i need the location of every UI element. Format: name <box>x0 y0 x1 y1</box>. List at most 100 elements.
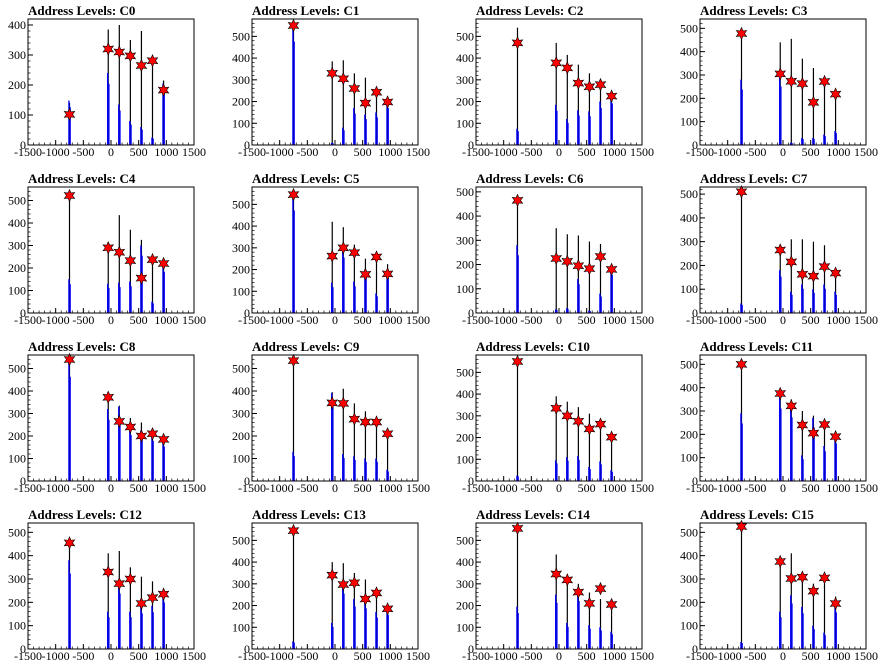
x-tick-label: 1000 <box>378 649 402 663</box>
peak-marker <box>157 587 170 601</box>
peak-marker <box>818 259 831 274</box>
peak-marker <box>381 95 394 109</box>
y-tick-label: 200 <box>232 429 250 443</box>
x-tick-label: 500 <box>130 649 148 663</box>
x-tick-label: 0 <box>556 145 562 159</box>
chart-panel-0: Address Levels: C0 0 100 200 300 400 -1500 -100… <box>8 3 206 159</box>
chart-panel-13: Address Levels: C13 0 100 200 300 400 500 -1500… <box>232 507 430 663</box>
y-tick-label: 300 <box>8 239 26 253</box>
chart-panel-11: Address Levels: C11 0 100 200 300 400 500 -1500… <box>680 339 878 495</box>
peak-marker <box>583 596 596 611</box>
peak-marker <box>829 266 842 280</box>
y-tick-label: 300 <box>8 572 26 586</box>
peak-marker <box>63 107 76 122</box>
y-tick-label: 500 <box>8 194 26 208</box>
x-tick-label: -500 <box>72 145 94 159</box>
x-tick-label: -500 <box>296 145 318 159</box>
x-tick-label: -500 <box>744 313 766 327</box>
x-tick-label: -1000 <box>714 145 742 159</box>
y-tick-label: 100 <box>8 108 26 122</box>
y-tick-label: 400 <box>8 549 26 563</box>
peak-marker <box>785 255 798 269</box>
peak-marker <box>594 77 607 92</box>
peak-marker <box>146 252 159 267</box>
x-tick-label: 500 <box>578 145 596 159</box>
x-tick-label: 1000 <box>826 313 850 327</box>
y-tick-label: 200 <box>456 95 474 109</box>
y-tick-label: 100 <box>456 282 474 296</box>
plot-frame <box>699 18 867 146</box>
peak-marker <box>337 71 350 86</box>
peak-marker <box>124 49 137 63</box>
x-tick-label: 0 <box>332 145 338 159</box>
y-tick-label: 400 <box>232 384 250 398</box>
peak-marker <box>818 571 831 585</box>
y-tick-label: 500 <box>8 362 26 376</box>
y-tick-label: 400 <box>680 381 698 395</box>
peak-marker <box>550 56 563 70</box>
peak-marker <box>807 584 820 598</box>
y-tick-label: 300 <box>456 577 474 591</box>
y-tick-label: 300 <box>232 241 250 255</box>
x-tick-label: -500 <box>72 481 94 495</box>
y-tick-label: 500 <box>456 533 474 547</box>
chart-title: Address Levels: C4 <box>28 171 136 186</box>
peak-marker <box>511 36 524 50</box>
peak-marker <box>287 523 300 538</box>
chart-title: Address Levels: C1 <box>252 3 359 18</box>
x-tick-label: 1000 <box>602 145 626 159</box>
peak-marker <box>337 577 350 592</box>
x-tick-label: 0 <box>556 649 562 663</box>
x-tick-label: 1500 <box>630 145 654 159</box>
x-tick-label: -1500 <box>238 649 266 663</box>
x-tick-label: -1500 <box>14 313 42 327</box>
y-tick-label: 300 <box>680 68 698 82</box>
peak-marker <box>102 241 115 255</box>
chart-title: Address Levels: C13 <box>252 507 366 522</box>
x-tick-label: -1500 <box>14 481 42 495</box>
x-tick-label: -1000 <box>266 313 294 327</box>
x-tick-label: 500 <box>802 145 820 159</box>
peak-marker <box>774 67 787 81</box>
peak-marker <box>326 249 339 263</box>
y-tick-label: 200 <box>680 427 698 441</box>
peak-marker <box>572 259 585 273</box>
y-tick-label: 0 <box>692 474 698 488</box>
peak-marker <box>561 409 574 423</box>
y-tick-label: 300 <box>232 577 250 591</box>
plot-frame <box>251 522 419 650</box>
y-tick-label: 400 <box>8 384 26 398</box>
y-tick-label: 0 <box>20 306 26 320</box>
chart-panel-15: Address Levels: C15 0 100 200 300 400 500 -1500… <box>680 507 878 663</box>
peak-marker <box>370 250 383 264</box>
x-tick-label: 1000 <box>826 481 850 495</box>
x-tick-label: -1000 <box>42 649 70 663</box>
plot-frame <box>699 354 867 482</box>
y-tick-label: 100 <box>680 115 698 129</box>
x-tick-label: 0 <box>780 313 786 327</box>
y-tick-label: 400 <box>8 18 26 32</box>
x-tick-label: 1500 <box>406 313 430 327</box>
x-tick-label: 500 <box>354 649 372 663</box>
x-tick-label: 500 <box>578 481 596 495</box>
chart-panel-2: Address Levels: C20100200300400500-1500-… <box>456 3 654 159</box>
y-tick-label: 0 <box>468 642 474 656</box>
y-tick-label: 100 <box>8 452 26 466</box>
peak-marker <box>550 567 563 581</box>
chart-title: Address Levels: C12 <box>28 507 142 522</box>
peak-marker <box>135 58 148 73</box>
chart-title: Address Levels: C3 <box>700 3 808 18</box>
x-tick-label: -1500 <box>686 481 714 495</box>
y-tick-label: 200 <box>680 258 698 272</box>
y-tick-label: 400 <box>8 216 26 230</box>
x-tick-label: 1000 <box>826 145 850 159</box>
chart-title: Address Levels: C5 <box>252 171 360 186</box>
x-tick-label: 1500 <box>630 481 654 495</box>
y-tick-label: 500 <box>456 365 474 379</box>
y-tick-label: 500 <box>680 525 698 539</box>
x-tick-label: 1000 <box>378 481 402 495</box>
x-tick-label: -1500 <box>462 145 490 159</box>
y-tick-label: 100 <box>8 284 26 298</box>
chart-panel-9: Address Levels: C90100200300400500-1500-… <box>232 339 430 495</box>
y-tick-label: 300 <box>232 73 250 87</box>
